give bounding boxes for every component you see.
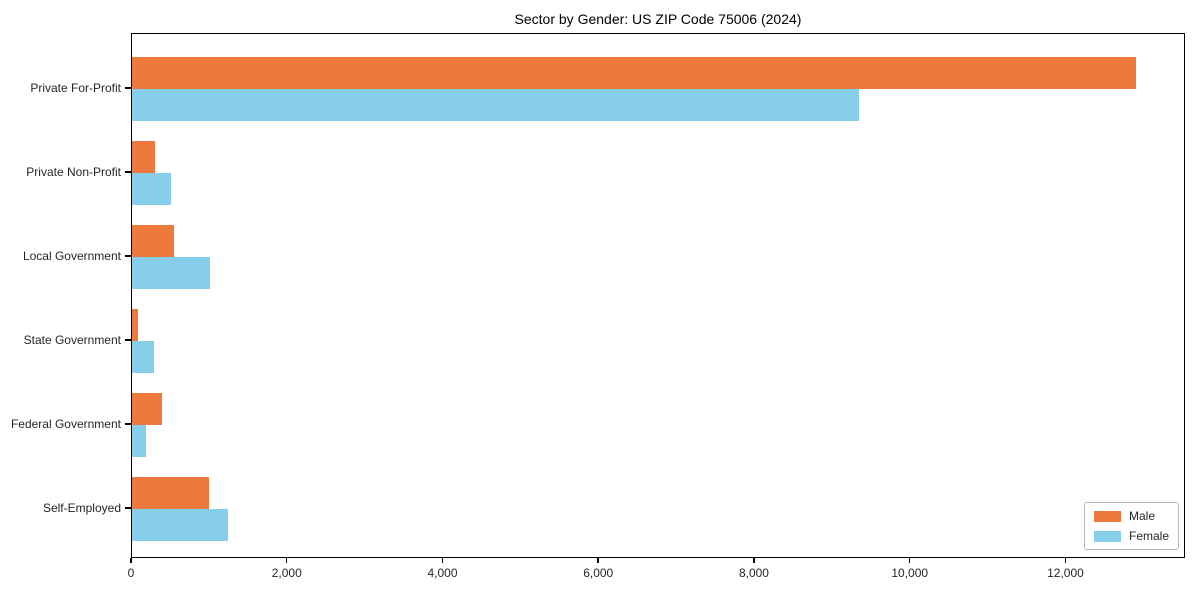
x-tick-mark [441, 558, 444, 563]
legend-item-female: Female [1093, 529, 1169, 543]
legend-label-female: Female [1128, 529, 1169, 543]
y-tick-label: Federal Government [10, 417, 121, 431]
female-swatch-icon [1093, 530, 1121, 542]
x-tick-label: 8,000 [738, 566, 769, 580]
bar-male-4 [132, 309, 138, 341]
bar-female-5 [132, 425, 146, 457]
x-tick-label: 4,000 [427, 566, 458, 580]
x-tick-mark [597, 558, 599, 563]
y-tick-mark [125, 339, 131, 341]
x-tick-mark [1064, 558, 1067, 563]
x-tick-mark [753, 558, 755, 563]
y-tick-label: Local Government [22, 249, 121, 263]
bar-female-4 [132, 341, 154, 373]
bar-male-2 [132, 141, 155, 173]
y-tick-mark [125, 507, 131, 509]
y-tick-label: Private For-Profit [30, 81, 121, 95]
bar-male-3 [132, 225, 174, 257]
x-tick-label: 10,000 [891, 566, 929, 580]
y-tick-label: State Government [23, 333, 121, 347]
legend-label-male: Male [1128, 509, 1155, 523]
x-tick-mark [130, 558, 132, 563]
y-tick-mark [125, 171, 131, 173]
x-tick-label: 12,000 [1047, 566, 1084, 580]
bar-male-6 [132, 477, 209, 509]
x-tick-mark [908, 558, 911, 563]
bar-male-5 [132, 393, 162, 425]
plot-area: Male Female [131, 33, 1185, 558]
bar-female-1 [132, 89, 859, 121]
chart-title: Sector by Gender: US ZIP Code 75006 (202… [514, 11, 802, 27]
y-tick-mark [125, 423, 131, 425]
bar-female-2 [132, 173, 171, 205]
y-tick-label: Self-Employed [42, 501, 121, 515]
legend: Male Female [1083, 502, 1179, 550]
x-tick-label: 0 [127, 566, 135, 580]
x-tick-mark [285, 558, 288, 563]
legend-item-male: Male [1093, 509, 1169, 523]
y-tick-mark [125, 255, 131, 257]
bar-female-3 [132, 257, 210, 289]
x-tick-label: 2,000 [271, 566, 302, 580]
male-swatch-icon [1093, 510, 1121, 522]
bar-male-1 [132, 57, 1136, 89]
x-tick-label: 6,000 [583, 566, 614, 580]
bar-female-6 [132, 509, 228, 541]
y-tick-mark [125, 87, 131, 89]
y-tick-label: Private Non-Profit [26, 165, 121, 179]
